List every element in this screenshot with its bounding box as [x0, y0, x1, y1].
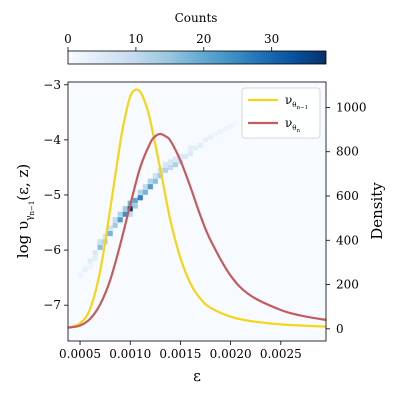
heatmap-cell	[127, 211, 133, 217]
heatmap-cell	[157, 173, 163, 179]
heatmap-cell	[162, 167, 168, 173]
colorbar-gradient	[67, 50, 327, 65]
legend: νθn−1 νθn	[241, 87, 321, 139]
heatmap-cell	[132, 197, 138, 204]
density-curves	[67, 88, 327, 329]
heatmap-cell	[233, 120, 239, 126]
x-axis-label: ε	[193, 367, 201, 385]
y-right-tick-label: 600	[336, 189, 359, 203]
colorbar: Counts 0 10 20 30	[64, 11, 327, 65]
heatmap-cell	[92, 255, 98, 261]
heatmap-cell	[152, 173, 158, 179]
y-right-tick-label: 400	[336, 233, 359, 247]
heatmap-cell	[122, 206, 128, 212]
y-right-tick-label: 0	[336, 322, 344, 336]
heatmap-cell	[192, 145, 199, 151]
heatmap-cell	[97, 244, 103, 250]
heatmap-cell	[82, 266, 88, 272]
y-right-tick-label: 200	[336, 278, 359, 292]
heatmap-cell	[137, 189, 143, 195]
heatmap-cell	[152, 178, 158, 184]
heatmap-cell	[112, 222, 118, 228]
heatmap-cell	[92, 250, 98, 256]
heatmap-cell	[167, 164, 173, 171]
plot-area: 0.0005 0.0010 0.0015 0.0020 0.0025 −7−6−5−4−…	[43, 78, 366, 361]
y-left-tick-label: −4	[43, 133, 61, 147]
heatmap-cell	[212, 131, 219, 137]
colorbar-label: Counts	[175, 11, 218, 25]
heatmap-cell	[137, 195, 143, 201]
heatmap-cell	[207, 134, 214, 140]
density-curve-curr	[67, 132, 327, 329]
x-tick-label: 0.0015	[159, 347, 201, 361]
x-tick-label: 0.0005	[59, 347, 101, 361]
heatmap-cell	[142, 189, 148, 195]
colorbar-tick-label: 30	[264, 32, 279, 46]
heatmap-cell	[112, 217, 118, 223]
y-right-axis-ticks: 0 200 400 600 800 1000	[326, 100, 367, 336]
colorbar-tick-label: 0	[64, 32, 72, 46]
y-left-axis-label: log υγn−1(ε, z)	[14, 164, 36, 258]
heatmap-cell	[187, 145, 194, 151]
y-right-tick-label: 1000	[336, 100, 367, 114]
heatmap-cell	[117, 217, 123, 223]
heatmap-cell	[162, 162, 168, 168]
y-left-tick-label: −6	[43, 243, 61, 257]
heatmap-cell	[182, 153, 189, 159]
heatmap-cell	[172, 156, 178, 162]
x-tick-label: 0.0010	[109, 347, 151, 361]
heatmap-cell	[218, 129, 224, 135]
colorbar-tick-label: 10	[128, 32, 143, 46]
y-left-tick-label: −7	[43, 298, 61, 312]
plot-frame	[67, 81, 327, 342]
y-left-tick-label: −3	[43, 78, 61, 92]
x-tick-label: 0.0020	[210, 347, 252, 361]
heatmap-cell	[147, 178, 153, 184]
legend-label-prev: νθn−1	[285, 93, 308, 111]
heatmap-cell	[97, 239, 103, 245]
heatmap-cell	[142, 184, 148, 190]
x-axis-ticks: 0.0005 0.0010 0.0015 0.0020 0.0025	[59, 341, 302, 361]
heatmap-cell	[223, 126, 229, 132]
heatmap-cell	[107, 230, 113, 237]
heatmap-cell	[167, 159, 173, 165]
legend-label-curr: νθn	[285, 116, 301, 134]
heatmap-cell	[87, 264, 93, 270]
heatmap-cell	[202, 137, 209, 143]
heatmap-cell	[87, 258, 93, 264]
legend-box	[241, 87, 321, 139]
heatmap-cell	[147, 184, 153, 190]
colorbar-tick-label: 20	[196, 32, 211, 46]
heatmap-cell	[197, 142, 204, 148]
heatmap-cell	[107, 225, 113, 231]
density-curve-prev	[67, 88, 327, 329]
y-left-axis-ticks: −7 −6 −5 −4 −3	[43, 78, 68, 312]
heatmap-cell	[122, 211, 128, 217]
colorbar-ticks: 0 10 20 30	[64, 32, 279, 51]
heatmap-cell	[177, 153, 184, 159]
heatmap-cell	[187, 151, 194, 157]
heatmap-cell	[172, 162, 178, 168]
heatmap-cell	[228, 123, 234, 129]
x-tick-label: 0.0025	[260, 347, 302, 361]
y-left-tick-label: −5	[43, 188, 61, 202]
heatmap-cell	[77, 272, 83, 278]
heatmap-cell	[117, 211, 123, 217]
y-right-tick-label: 800	[336, 145, 359, 159]
heatmap-cell	[132, 203, 138, 209]
y-right-axis-label: Density	[368, 182, 386, 240]
